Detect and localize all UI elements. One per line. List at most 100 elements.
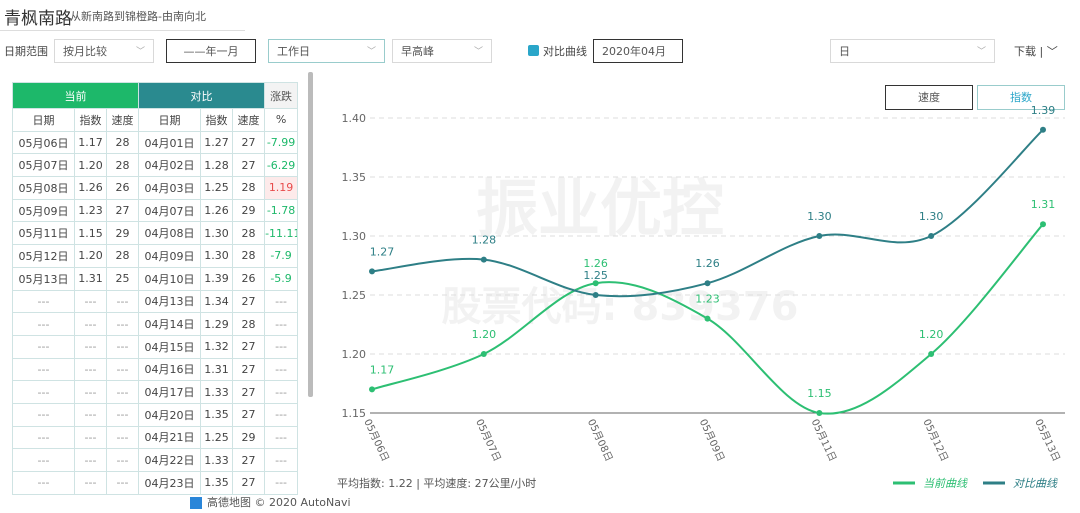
table-cell: 1.26 xyxy=(200,198,234,223)
index-toggle[interactable]: 指数 xyxy=(977,85,1065,110)
x-tick-label: 05月07日 xyxy=(473,417,503,463)
table-cell: 28 xyxy=(232,312,266,336)
column-header: 指数 xyxy=(200,108,234,132)
x-tick-label: 05月08日 xyxy=(585,417,615,463)
table-cell: 28 xyxy=(232,221,266,246)
table-cell: -1.78 xyxy=(264,198,299,223)
table-row: --- --- --- 04月14日 1.29 28 --- xyxy=(12,312,299,336)
table-row: --- --- --- 04月13日 1.34 27 --- xyxy=(12,289,299,314)
data-label: 1.30 xyxy=(807,210,832,223)
data-point xyxy=(592,280,599,287)
data-point xyxy=(704,315,711,322)
data-point xyxy=(928,233,935,239)
arrow: ﹀ xyxy=(366,47,376,57)
data-label: 1.20 xyxy=(472,328,497,341)
download-button[interactable]: 下载 | ﹀ xyxy=(1014,45,1058,58)
speed-toggle[interactable]: 速度 xyxy=(885,85,973,110)
table-cell: 1.15 xyxy=(74,221,107,246)
table-cell: 27 xyxy=(232,471,266,495)
download-label: 下载 xyxy=(1014,45,1036,58)
select-value: 日 xyxy=(839,45,850,58)
watermark-name: 振业优控 xyxy=(476,172,724,245)
table-row: --- --- --- 04月23日 1.35 27 --- xyxy=(12,471,299,495)
data-label: 1.17 xyxy=(370,363,395,376)
table-cell: 05月06日 xyxy=(12,130,75,155)
table-cell: -5.9 xyxy=(264,266,299,291)
data-point xyxy=(1040,126,1046,133)
day-type-select[interactable]: 工作日 ﹀ xyxy=(268,39,385,63)
granularity-select[interactable]: 日 ﹀ xyxy=(830,39,995,63)
table-row: 05月12日 1.20 28 04月09日 1.30 28 -7.9 xyxy=(12,244,299,268)
y-tick-label: 1.35 xyxy=(342,171,367,184)
table-cell: 1.33 xyxy=(200,380,234,404)
data-label: 1.39 xyxy=(1031,104,1056,117)
x-tick-label: 05月06日 xyxy=(361,417,391,463)
scrollbar[interactable] xyxy=(308,72,313,397)
compare-mode-select[interactable]: 按月比较 ﹀ xyxy=(54,39,154,63)
checkbox[interactable] xyxy=(528,45,539,56)
table-cell: 28 xyxy=(232,176,266,200)
table-row: 05月08日 1.26 26 04月03日 1.25 28 1.19 xyxy=(12,176,299,200)
table-cell: 1.17 xyxy=(74,130,107,155)
data-point xyxy=(816,410,823,416)
time-slot-select[interactable]: 早高峰 ﹀ xyxy=(392,39,492,63)
table-row: --- --- --- 04月15日 1.32 27 --- xyxy=(12,334,299,359)
data-label: 1.26 xyxy=(695,257,720,270)
table-cell: --- xyxy=(264,289,299,314)
data-label: 1.28 xyxy=(472,234,497,247)
data-label: 1.15 xyxy=(807,387,832,400)
data-label: 1.30 xyxy=(919,210,944,223)
arrow: ﹀ xyxy=(135,47,145,57)
table-cell: 26 xyxy=(105,176,140,200)
data-point xyxy=(480,351,487,357)
data-point xyxy=(816,233,823,239)
x-tick-label: 05月11日 xyxy=(809,417,839,463)
table-cell: 1.20 xyxy=(74,244,107,268)
y-tick-label: 1.15 xyxy=(342,407,367,420)
table-cell: 1.30 xyxy=(200,221,234,246)
table-cell: 28 xyxy=(105,244,140,268)
table-cell: 1.34 xyxy=(200,289,234,314)
series-line xyxy=(371,223,1044,415)
group-header: 涨跌 xyxy=(264,82,299,109)
table-cell: -7.9 xyxy=(264,244,299,268)
table-cell: 27 xyxy=(232,448,266,472)
table-cell: 04月03日 xyxy=(138,176,202,200)
divider xyxy=(0,30,245,31)
x-tick-label: 05月12日 xyxy=(920,417,950,463)
column-header: 日期 xyxy=(138,108,202,132)
summary: 平均指数: 1.22 | 平均速度: 27公里/小时 xyxy=(337,476,536,490)
legend-label: 对比曲线 xyxy=(1013,477,1058,490)
period-input[interactable]: ——年一月 xyxy=(166,39,256,63)
data-table: 当前 对比 涨跌 日期 指数 速度 日期 指数 速度% 05月06日 1.17 28 04月01日 1.2… xyxy=(11,82,299,495)
table-cell: -11.11 xyxy=(264,221,299,246)
select-value: 按月比较 xyxy=(63,45,107,58)
table-cell: 1.27 xyxy=(200,130,234,155)
table-cell: -6.29 xyxy=(264,153,299,178)
table-row: --- --- --- 04月17日 1.33 27 --- xyxy=(12,380,299,404)
data-point xyxy=(592,292,599,298)
y-tick-label: 1.30 xyxy=(342,230,367,243)
compare-month-input[interactable]: 2020年04月 xyxy=(593,39,683,63)
data-point xyxy=(480,256,487,263)
table-cell: 04月21日 xyxy=(138,425,202,450)
table-cell: 1.19 xyxy=(264,176,299,200)
data-point xyxy=(928,351,935,357)
table-row: --- --- --- 04月16日 1.31 27 --- xyxy=(12,357,299,382)
arrow: ﹀ xyxy=(473,47,483,57)
table-cell: 1.28 xyxy=(200,153,234,178)
data-label: 1.26 xyxy=(583,257,608,270)
watermark-code: 股票代码: 839376 xyxy=(442,284,799,330)
data-label: 1.20 xyxy=(919,328,944,341)
legend-label: 当前曲线 xyxy=(923,477,968,490)
table-cell: --- xyxy=(264,471,299,495)
x-tick-label: 05月09日 xyxy=(697,417,727,463)
table-row: 05月11日 1.15 29 04月08日 1.30 28 -11.11 xyxy=(12,221,299,246)
table-cell: 1.30 xyxy=(200,244,234,268)
group-header: 当前 xyxy=(11,82,140,109)
table-cell: 04月07日 xyxy=(138,198,202,223)
data-label: 1.31 xyxy=(1031,198,1056,211)
road-subtitle: 从新南路到锦橙路-由南向北 xyxy=(70,10,206,23)
